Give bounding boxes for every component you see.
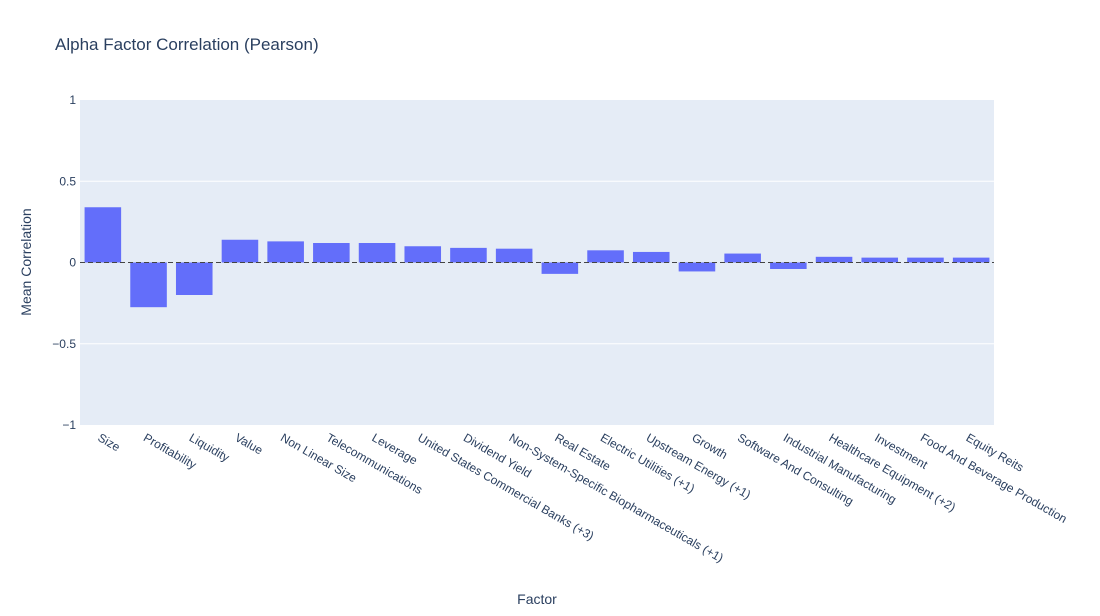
y-tick-label: −1 — [62, 418, 76, 432]
y-tick-label: 0 — [69, 256, 76, 270]
bar — [724, 253, 761, 263]
x-axis-title: Factor — [517, 591, 557, 607]
x-tick-label: Value — [232, 430, 265, 457]
x-tick-label: Non Linear Size — [278, 430, 359, 485]
bar — [84, 207, 122, 263]
bar — [358, 243, 396, 263]
y-tick-label: −0.5 — [52, 337, 76, 351]
bar — [495, 248, 533, 263]
bar — [587, 250, 624, 263]
bar — [267, 241, 304, 263]
bar — [221, 239, 259, 263]
chart-title: Alpha Factor Correlation (Pearson) — [55, 35, 319, 54]
y-axis-ticks: 1 0.5 0 −0.5 −1 — [52, 93, 76, 432]
bar — [861, 257, 899, 263]
bar — [678, 262, 716, 272]
y-tick-label: 1 — [69, 93, 76, 107]
bar — [632, 251, 670, 263]
bar — [907, 257, 944, 263]
bar — [450, 247, 487, 263]
bar — [130, 262, 167, 308]
bar — [770, 262, 807, 269]
bar — [815, 256, 853, 263]
y-tick-label: 0.5 — [59, 174, 76, 188]
bar — [404, 246, 442, 263]
gridlines — [80, 180, 994, 345]
bar-series — [84, 207, 990, 308]
bar — [952, 257, 990, 263]
bar — [541, 262, 579, 274]
x-tick-label: Size — [95, 430, 122, 454]
y-axis-title: Mean Correlation — [18, 208, 34, 315]
bar — [313, 243, 350, 263]
bar — [175, 262, 213, 295]
